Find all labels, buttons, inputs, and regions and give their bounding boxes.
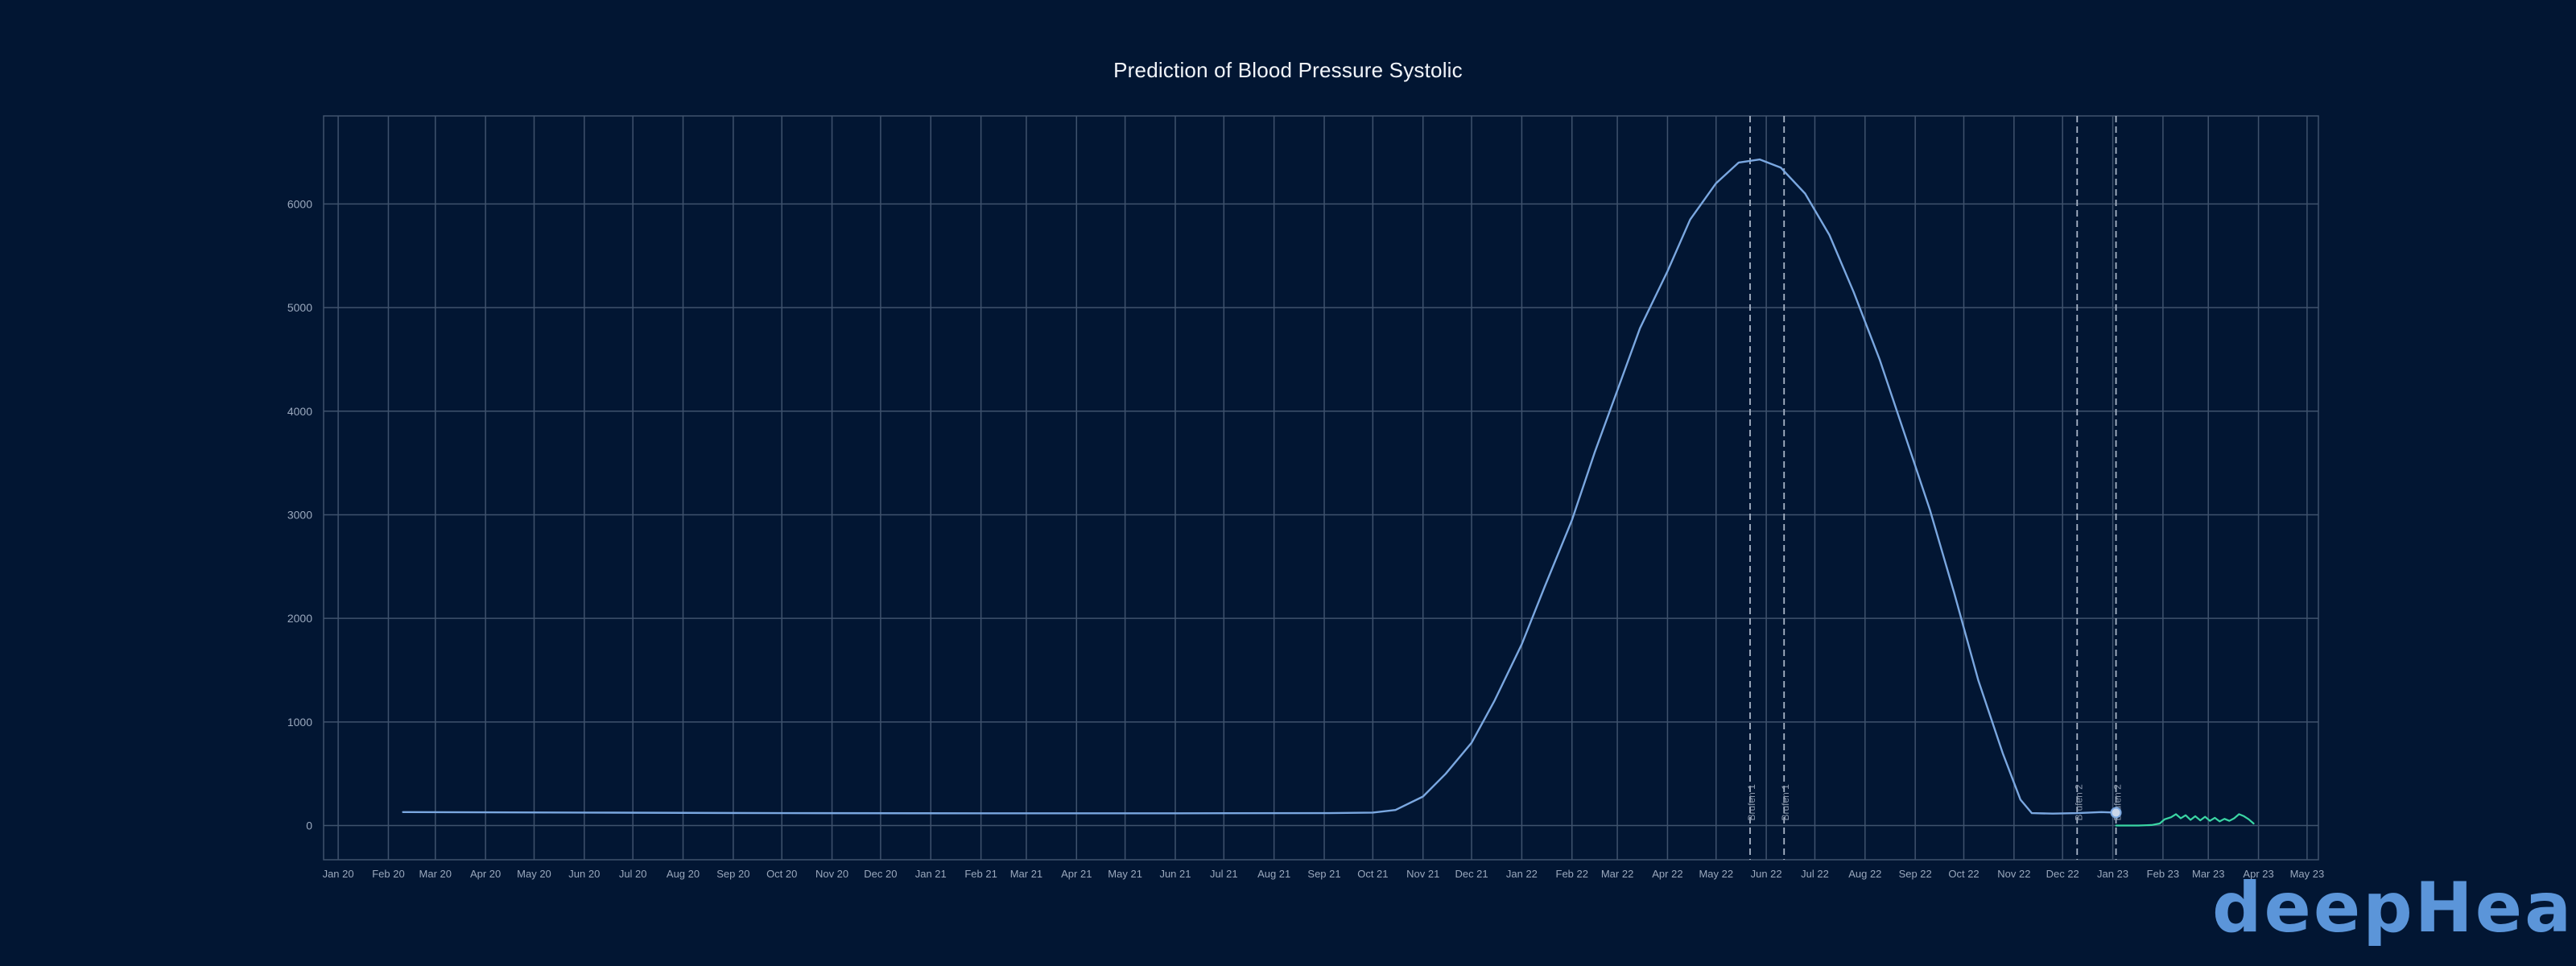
x-tick-label: Sep 22 — [1899, 868, 1932, 880]
x-tick-label: Jan 21 — [915, 868, 947, 880]
x-tick-label: Nov 22 — [1997, 868, 2030, 880]
x-tick-label: Jul 21 — [1210, 868, 1238, 880]
y-tick-label: 1000 — [287, 716, 312, 729]
x-tick-label: Jun 20 — [568, 868, 600, 880]
x-tick-label: Nov 21 — [1406, 868, 1439, 880]
y-tick-label: 4000 — [287, 405, 312, 418]
x-tick-label: Feb 23 — [2147, 868, 2179, 880]
chart-title: Prediction of Blood Pressure Systolic — [1113, 58, 1463, 82]
x-tick-label: Apr 22 — [1652, 868, 1682, 880]
x-tick-label: Nov 20 — [815, 868, 848, 880]
x-tick-label: Mar 20 — [419, 868, 452, 880]
x-tick-label: Feb 22 — [1556, 868, 1588, 880]
x-tick-label: Aug 22 — [1848, 868, 1881, 880]
junction-point — [2110, 807, 2122, 819]
x-tick-label: Apr 20 — [470, 868, 501, 880]
x-tick-label: Jan 23 — [2097, 868, 2128, 880]
brand-logo: deepHealth — [2212, 868, 2576, 948]
y-tick-label: 3000 — [287, 508, 312, 521]
event-marker-label: Brufen 2 — [2073, 784, 2084, 821]
x-tick-label: Jan 20 — [323, 868, 354, 880]
y-tick-label: 0 — [306, 819, 312, 832]
x-tick-label: May 20 — [517, 868, 551, 880]
x-tick-label: Jan 22 — [1506, 868, 1538, 880]
x-tick-label: Jul 20 — [619, 868, 647, 880]
x-tick-label: Apr 23 — [2243, 868, 2273, 880]
x-tick-label: Oct 21 — [1357, 868, 1388, 880]
y-tick-label: 2000 — [287, 612, 312, 625]
series-line-history — [402, 158, 2117, 815]
x-tick-label: Jun 21 — [1159, 868, 1191, 880]
x-tick-label: Mar 23 — [2192, 868, 2224, 880]
y-tick-label: 5000 — [287, 301, 312, 314]
x-tick-label: May 21 — [1108, 868, 1142, 880]
x-tick-label: Oct 22 — [1948, 868, 1979, 880]
x-tick-label: Dec 20 — [864, 868, 897, 880]
x-tick-label: Feb 21 — [964, 868, 997, 880]
x-tick-label: Oct 20 — [766, 868, 797, 880]
event-marker-label: Brufen 1 — [1746, 784, 1757, 821]
x-tick-label: Dec 22 — [2046, 868, 2079, 880]
x-tick-label: Aug 21 — [1257, 868, 1290, 880]
x-tick-label: Mar 22 — [1601, 868, 1633, 880]
x-tick-label: Sep 20 — [716, 868, 749, 880]
y-tick-label: 6000 — [287, 197, 312, 210]
x-tick-label: Dec 21 — [1455, 868, 1488, 880]
event-marker-label: Brufen 1 — [1780, 784, 1791, 821]
x-tick-label: May 22 — [1699, 868, 1733, 880]
plot-frame — [323, 115, 2319, 861]
x-tick-label: Apr 21 — [1061, 868, 1092, 880]
x-tick-label: Jun 22 — [1751, 868, 1782, 880]
x-tick-label: Mar 21 — [1010, 868, 1042, 880]
x-tick-label: Feb 20 — [372, 868, 404, 880]
x-tick-label: Aug 20 — [667, 868, 700, 880]
series-line-prediction — [2115, 813, 2255, 827]
x-tick-label: May 23 — [2290, 868, 2325, 880]
x-tick-label: Sep 21 — [1307, 868, 1340, 880]
x-tick-label: Jul 22 — [1801, 868, 1829, 880]
